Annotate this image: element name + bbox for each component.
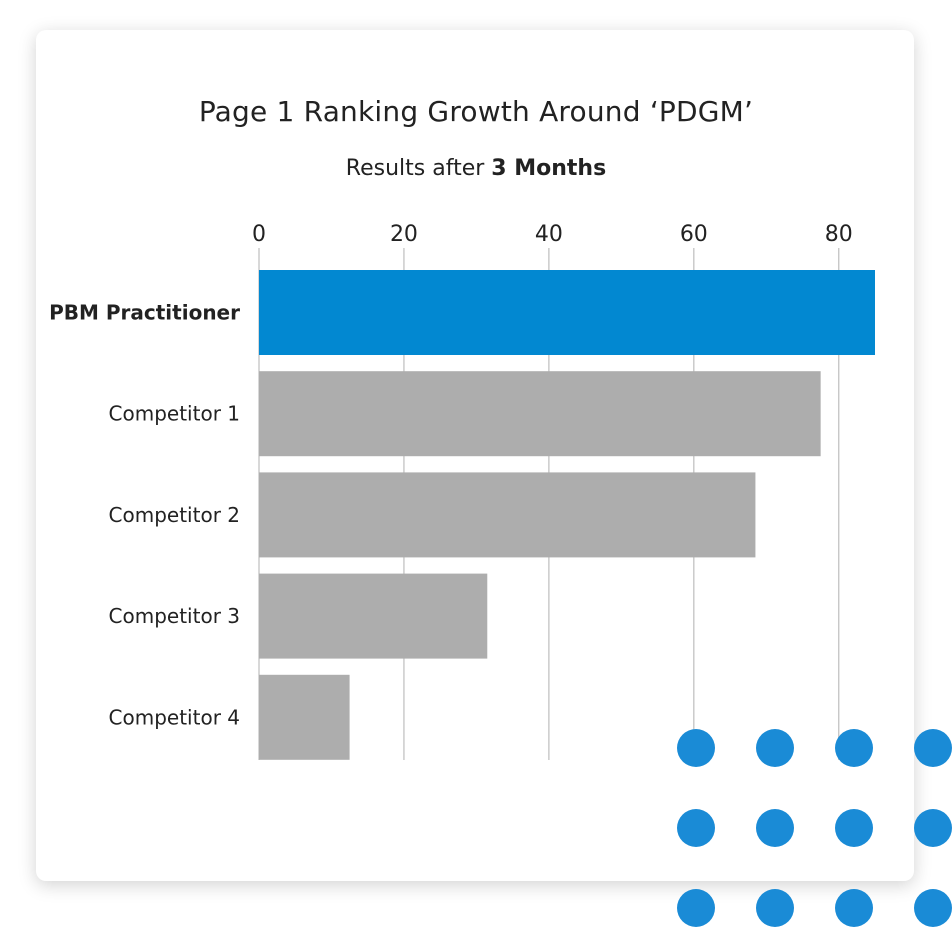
bar-competitor-2 — [259, 472, 756, 558]
x-tick-label: 80 — [825, 222, 853, 247]
category-label: Competitor 3 — [109, 604, 240, 628]
category-label: Competitor 4 — [109, 705, 240, 729]
x-tick-label: 0 — [252, 222, 266, 247]
bar-competitor-3 — [259, 573, 488, 659]
category-label: PBM Practitioner — [49, 301, 240, 325]
bar-pbm-practitioner — [259, 270, 875, 355]
chart-title: Page 1 Ranking Growth Around ‘PDGM’ — [198, 95, 754, 128]
subtitle-prefix: Results after — [345, 156, 485, 181]
chart-subtitle: Results after 3 Months — [0, 156, 952, 181]
x-tick-label: 60 — [680, 222, 708, 247]
category-label: Competitor 1 — [109, 402, 240, 426]
x-tick-label: 40 — [535, 222, 563, 247]
x-tick-label: 20 — [390, 222, 418, 247]
bar-competitor-4 — [259, 674, 350, 760]
subtitle-emphasis: 3 Months — [491, 156, 607, 181]
category-label: Competitor 2 — [109, 503, 240, 527]
bar-competitor-1 — [259, 371, 821, 457]
